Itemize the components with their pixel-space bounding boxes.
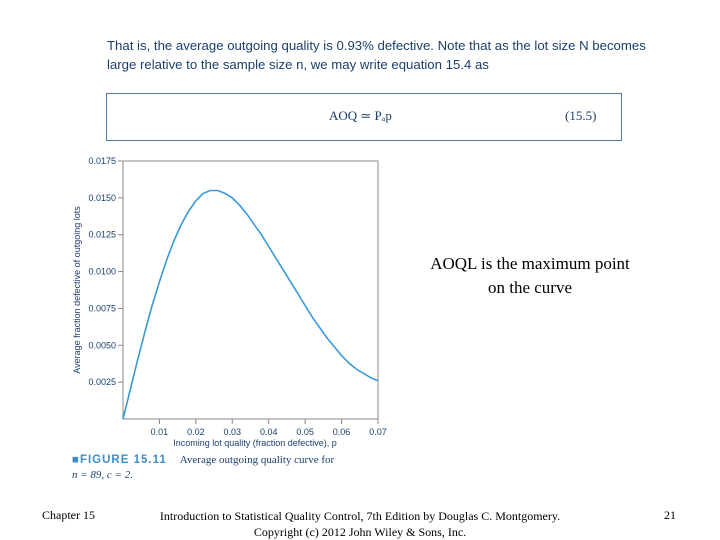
x-tick-label: 0.02 bbox=[187, 427, 205, 437]
x-tick-label: 0.06 bbox=[333, 427, 351, 437]
footer-chapter: Chapter 15 bbox=[42, 508, 95, 522]
y-tick-label: 0.0050 bbox=[88, 340, 116, 350]
x-tick-label: 0.05 bbox=[296, 427, 314, 437]
y-axis-label: Average fraction defective of outgoing l… bbox=[72, 206, 82, 374]
y-tick-label: 0.0075 bbox=[88, 303, 116, 313]
x-tick-label: 0.01 bbox=[151, 427, 169, 437]
aoql-note: AOQL is the maximum point on the curve bbox=[430, 254, 630, 297]
x-tick-label: 0.04 bbox=[260, 427, 278, 437]
y-tick-label: 0.0125 bbox=[88, 230, 116, 240]
aoq-curve bbox=[122, 189, 379, 420]
figure-title: Average outgoing quality curve for bbox=[179, 454, 335, 466]
aoq-chart: 0.0025 0.0050 0.0075 0.0100 0.0125 0.0150 0.01… bbox=[72, 156, 387, 448]
footer-copyright: Introduction to Statistical Quality Cont… bbox=[159, 509, 561, 539]
x-axis-label: Incoming lot quality (fraction defective… bbox=[173, 438, 337, 448]
x-tick-label: 0.03 bbox=[224, 427, 242, 437]
x-tick-label: 0.07 bbox=[369, 427, 387, 437]
y-tick-label: 0.0150 bbox=[88, 193, 116, 203]
equation: AOQ ≃ Pₐp bbox=[329, 108, 392, 123]
plot-frame bbox=[122, 160, 379, 420]
intro-text: That is, the average outgoing quality is… bbox=[107, 38, 646, 72]
figure-subtitle: n = 89, c = 2. bbox=[72, 469, 133, 481]
equation-box: AOQ ≃ Pₐp (15.5) bbox=[106, 93, 622, 141]
page-number: 21 bbox=[664, 508, 676, 522]
y-tick-label: 0.0175 bbox=[88, 156, 116, 166]
equation-number: (15.5) bbox=[565, 108, 597, 123]
y-tick-label: 0.0025 bbox=[88, 377, 116, 387]
y-tick-label: 0.0100 bbox=[88, 267, 116, 277]
figure-caption: ■FIGURE 15.11 Average outgoing quality c… bbox=[72, 454, 334, 466]
figure-label: ■FIGURE 15.11 bbox=[72, 454, 167, 466]
